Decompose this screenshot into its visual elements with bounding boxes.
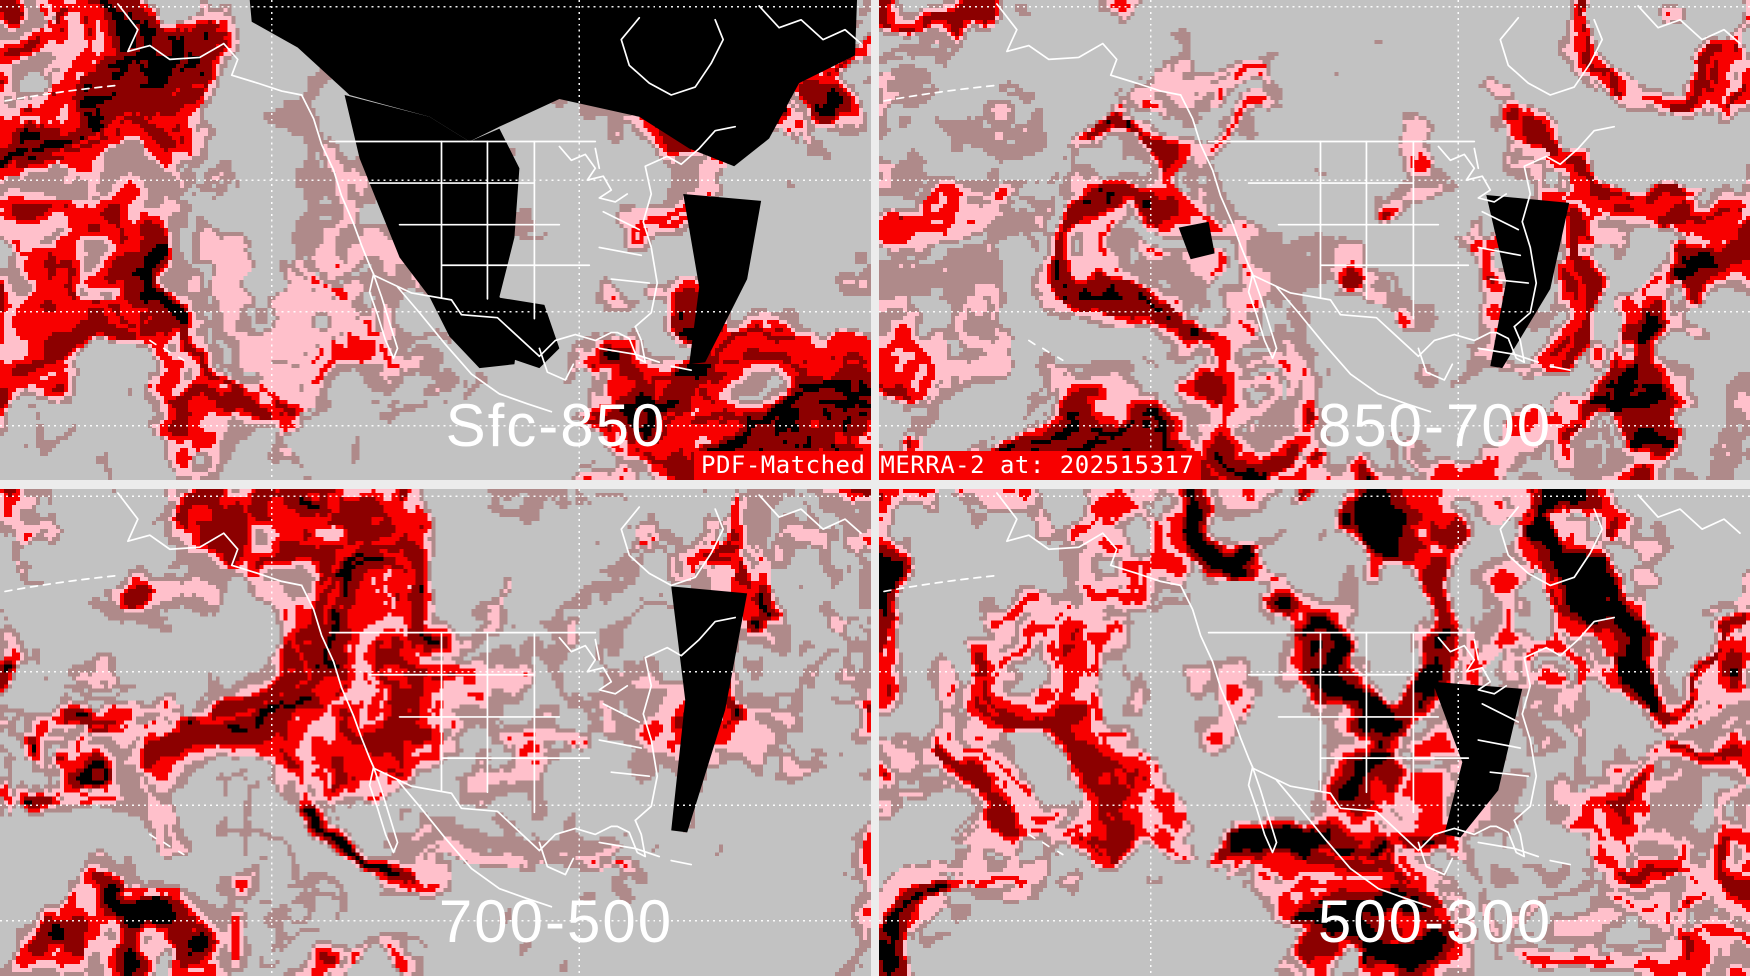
missing-data-region [1432,681,1523,838]
map-overlay [879,489,1750,976]
missing-data-region [671,586,748,833]
panel-700-500: 700-500 [0,489,871,976]
panel-sfc-850: Sfc-850 [0,0,871,480]
panel-850-700: 850-700 [879,0,1750,480]
map-overlay [879,0,1750,480]
figure-title-text: PDF-Matched MERRA-2 at: 202515317 [701,451,1195,479]
moisture-field-raster [879,489,1750,976]
panel-500-300: 500-300 [879,489,1750,976]
panel-divider-vertical [871,0,879,976]
moisture-field-raster [879,0,1750,480]
moisture-field-raster [0,489,871,976]
figure-title-bar: PDF-Matched MERRA-2 at: 202515317 [694,451,1202,480]
map-overlay [0,0,871,480]
map-overlay [0,489,871,976]
missing-data-region [1178,194,1570,369]
missing-data-region [249,0,858,369]
